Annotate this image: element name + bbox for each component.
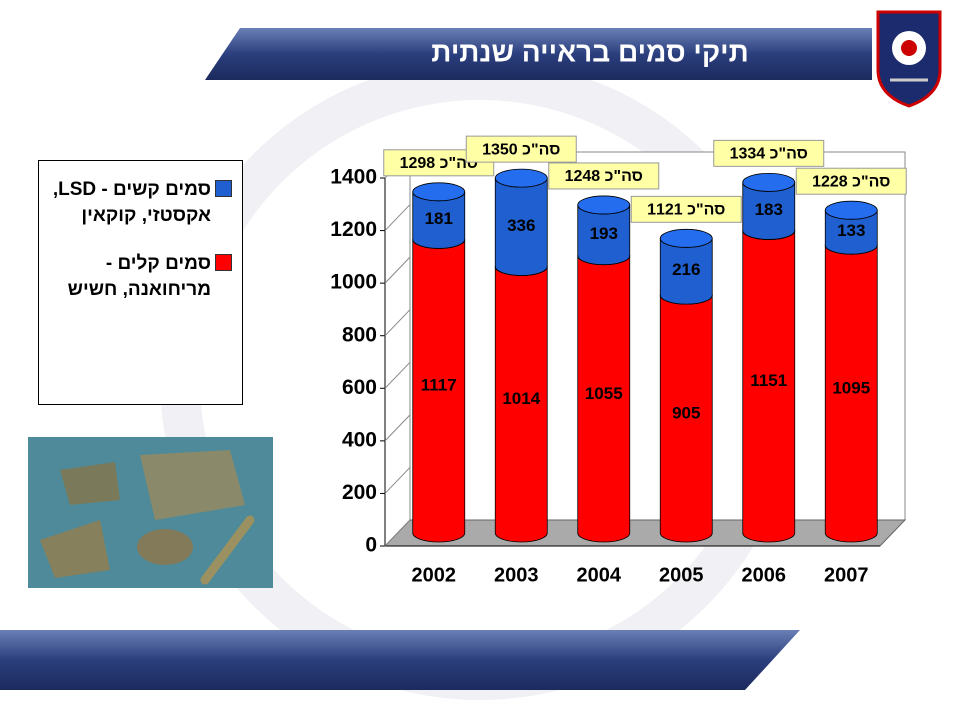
total-label: סה"כ 1334: [730, 146, 808, 163]
total-label: סה"כ 1228: [812, 173, 890, 190]
legend-swatch: [215, 254, 232, 271]
value-label: 216: [672, 260, 700, 279]
x-tick-label: 2005: [659, 564, 704, 586]
x-tick-label: 2006: [742, 564, 787, 586]
total-label: סה"כ 1121: [647, 202, 725, 219]
value-label: 905: [672, 404, 700, 423]
emblem: [878, 12, 940, 106]
x-tick-label: 2002: [412, 564, 457, 586]
total-callout: סה"כ 1350: [466, 136, 576, 162]
total-callout: סה"כ 1334: [714, 140, 824, 166]
total-callout: סה"כ 1248: [549, 163, 659, 189]
y-tick-label: 1000: [330, 271, 377, 294]
value-label: 133: [837, 221, 865, 240]
value-label: 1117: [421, 376, 457, 395]
value-label: 193: [590, 224, 618, 243]
value-label: 183: [755, 200, 783, 219]
legend-swatch: [215, 180, 232, 197]
cylinder-top: [825, 201, 877, 219]
wall-line: [385, 415, 410, 441]
y-tick-label: 1200: [330, 218, 377, 241]
cylinder-top: [495, 169, 547, 187]
y-tick-label: 1400: [330, 166, 377, 189]
value-label: 1151: [750, 371, 787, 390]
x-tick-label: 2003: [494, 564, 539, 586]
cylinder-top: [578, 196, 630, 214]
cylinder-top: [413, 183, 465, 201]
value-label: 1055: [585, 384, 623, 403]
value-label: 181: [425, 209, 453, 228]
total-callout: סה"כ 1121: [631, 196, 741, 222]
legend: סמים קשים - LSD, אקסטזי, קוקאין סמים קלים…: [38, 160, 243, 405]
value-label: 1014: [502, 389, 540, 408]
cylinder-top: [743, 173, 795, 191]
value-label: 336: [507, 216, 535, 235]
cylinder-top: [660, 229, 712, 247]
value-label: 1095: [832, 379, 870, 398]
y-tick-label: 0: [365, 534, 377, 557]
legend-label: סמים קלים - מריחואנה, חשיש: [47, 251, 211, 303]
photo: [28, 437, 273, 588]
wall-line: [385, 257, 410, 283]
total-label: סה"כ 1248: [565, 168, 643, 185]
slide: {"chart_data": { "type": "stacked-cylind…: [0, 0, 963, 720]
y-tick-label: 600: [342, 376, 377, 399]
y-tick-label: 200: [342, 481, 377, 504]
y-tick-label: 800: [342, 323, 377, 346]
wall-line: [385, 205, 410, 231]
wall-line: [385, 310, 410, 336]
x-tick-label: 2007: [824, 564, 869, 586]
legend-item: סמים קשים - LSD, אקסטזי, קוקאין: [47, 177, 232, 229]
x-tick-label: 2004: [577, 564, 622, 586]
y-tick-label: 400: [342, 428, 377, 451]
total-callout: סה"כ 1228: [796, 168, 906, 194]
legend-label: סמים קשים - LSD, אקסטזי, קוקאין: [47, 177, 211, 229]
chart-title: תיקי סמים בראייה שנתית: [431, 36, 748, 67]
wall-line: [385, 362, 410, 388]
legend-item: סמים קלים - מריחואנה, חשיש: [47, 251, 232, 303]
wall-line: [385, 467, 410, 493]
footer-banner: [0, 630, 800, 690]
total-label: סה"כ 1350: [482, 141, 560, 158]
